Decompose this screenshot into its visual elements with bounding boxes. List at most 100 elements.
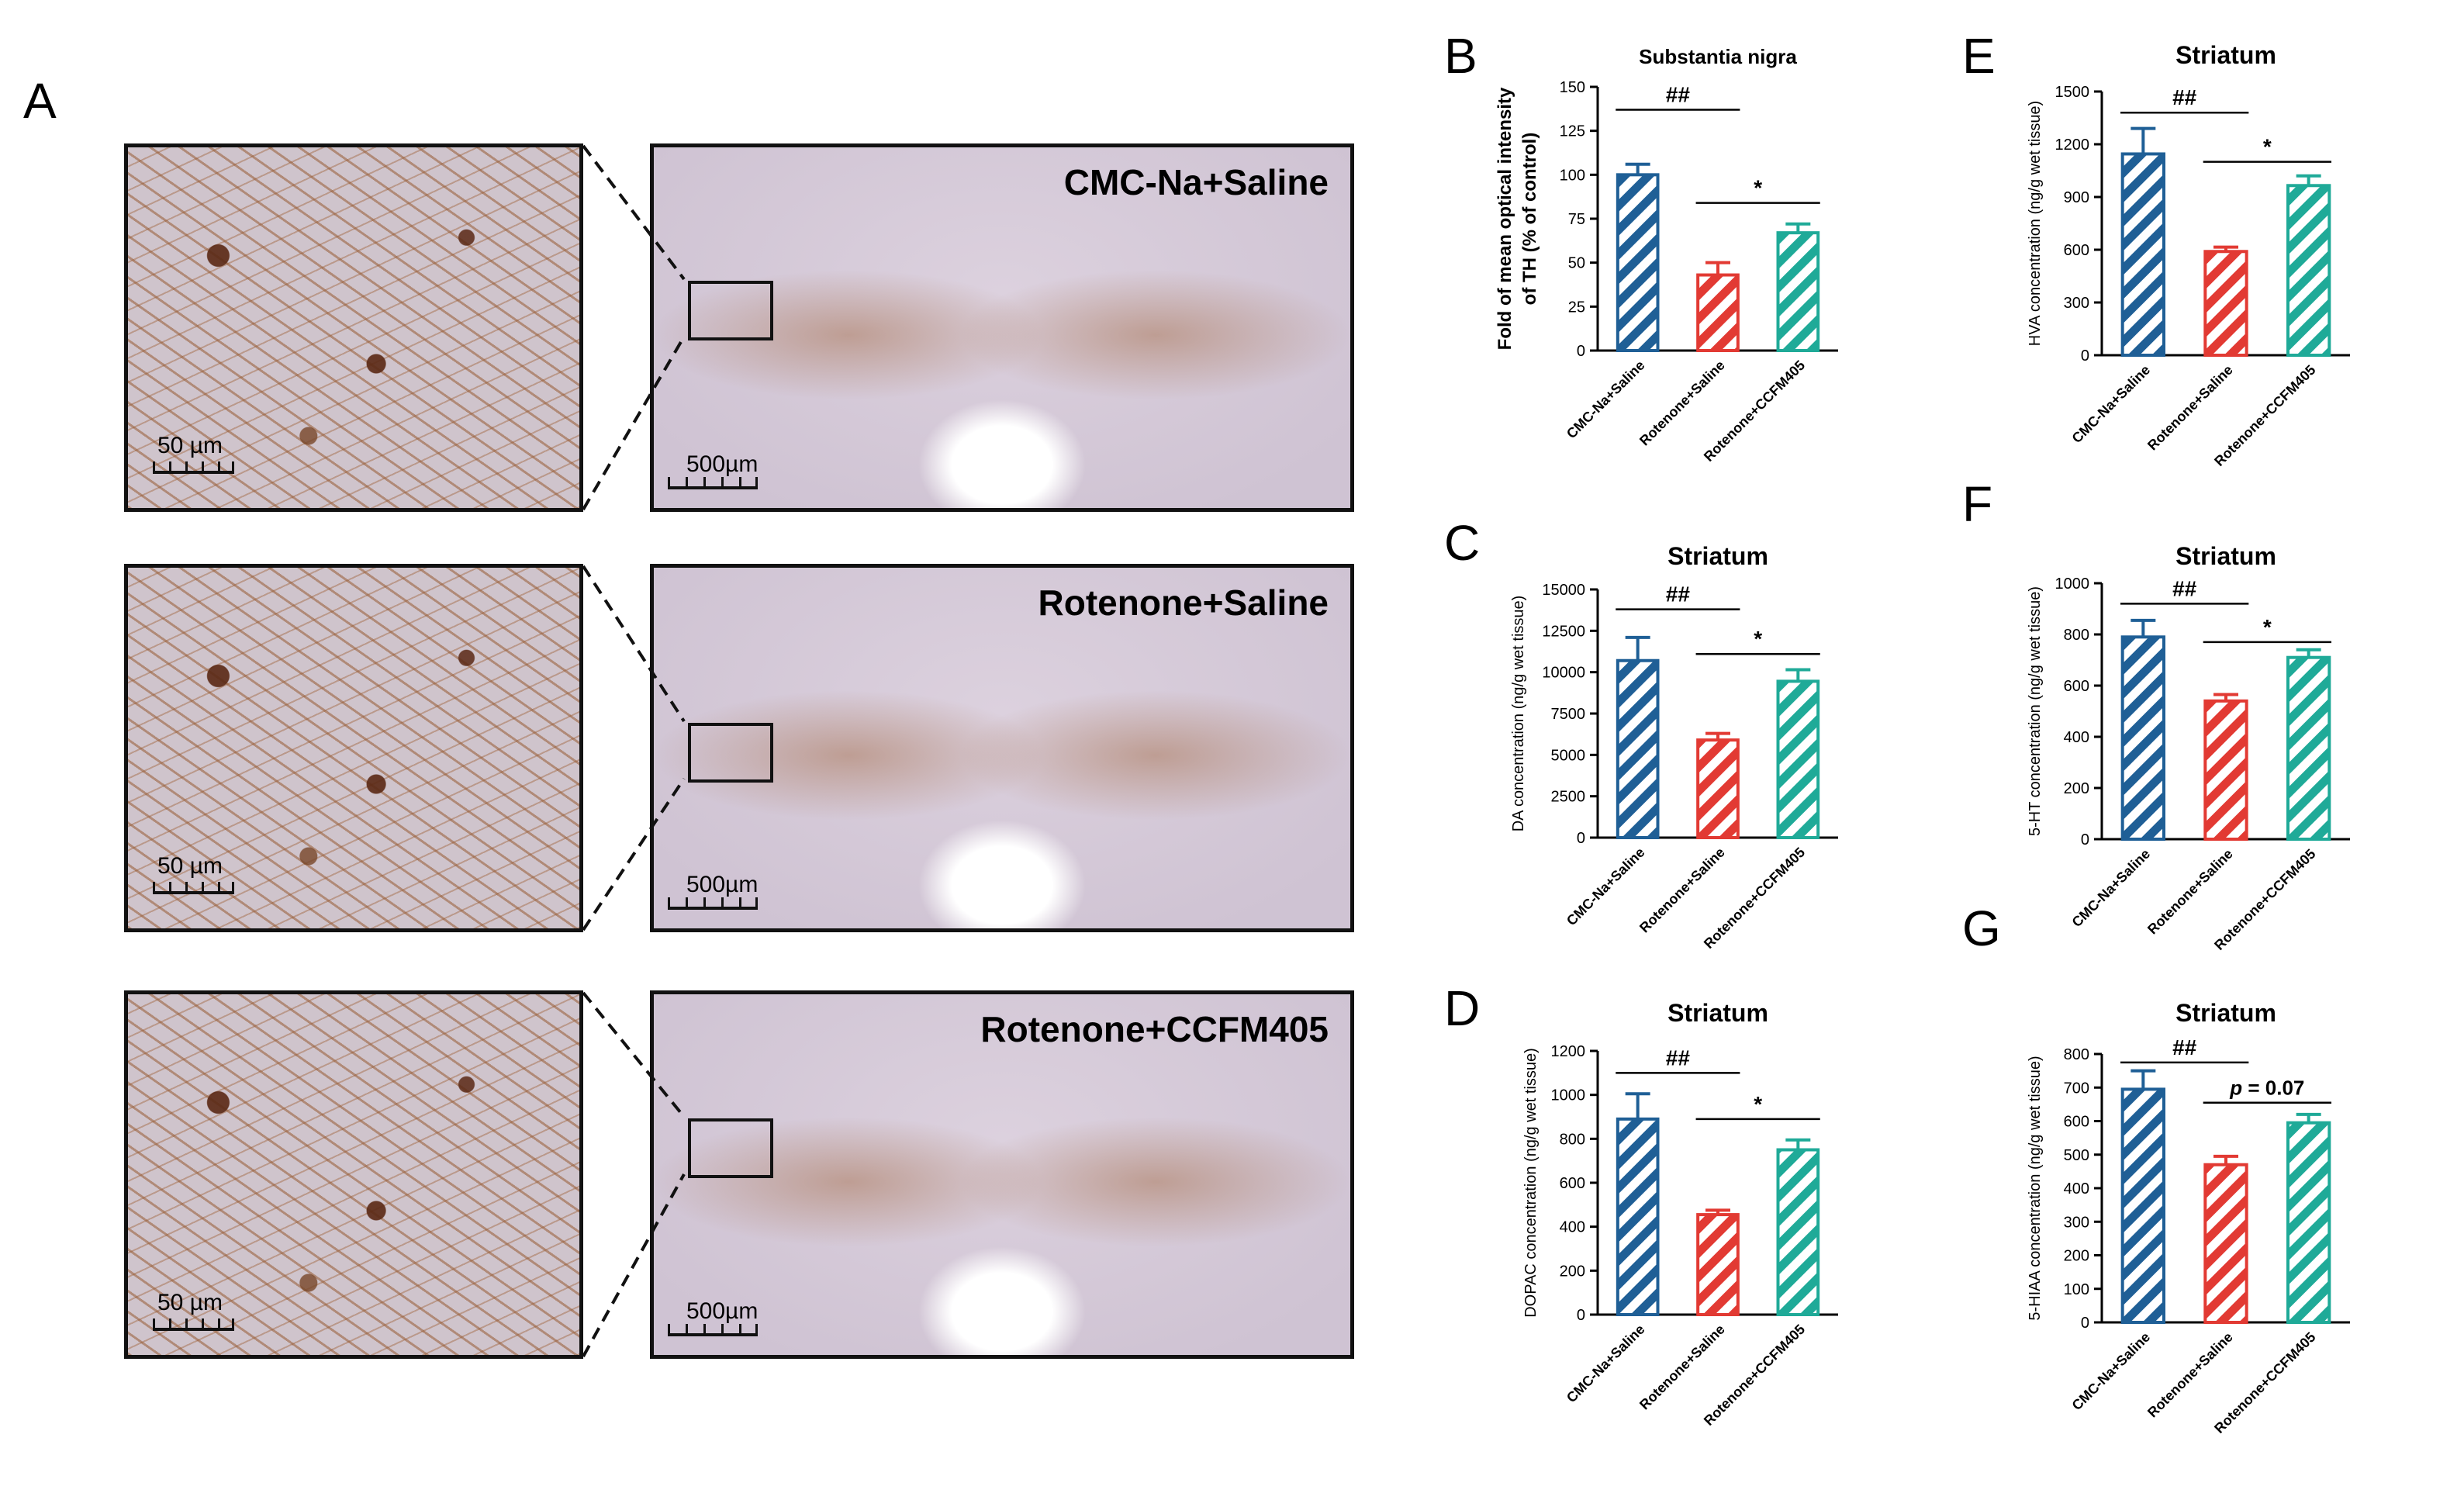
y-tick-label: 800: [1560, 1131, 1585, 1148]
significance-label: ##: [2172, 1035, 2197, 1059]
bar: [1616, 173, 1660, 352]
y-axis-label: 5-HT concentration (ng/g wet tissue): [2027, 586, 2044, 836]
bar: [2286, 184, 2331, 357]
y-tick-label: 0: [1577, 1307, 1585, 1324]
bar: [1776, 1148, 1820, 1316]
y-tick-label: 700: [2064, 1080, 2089, 1097]
inset-scalebar: [153, 882, 234, 894]
inset-scalebar: [153, 1318, 234, 1331]
section-scale-label: 500µm: [686, 872, 759, 897]
panel-letter-c: C: [1444, 515, 1481, 571]
y-axis-label: 5-HIAA concentration (ng/g wet tissue): [2027, 1056, 2044, 1320]
bar: [2286, 655, 2331, 841]
y-tick-label: 600: [2064, 678, 2089, 695]
panel-letter-b: B: [1444, 28, 1477, 84]
inset-scale-label: 50 µm: [157, 1290, 223, 1315]
significance-label: ##: [2172, 85, 2197, 109]
significance-label: ##: [1666, 582, 1691, 607]
y-tick-label: 12500: [1542, 623, 1585, 640]
bar: [2120, 635, 2166, 842]
section-image-rotenone-saline: Rotenone+Saline 500µm: [650, 564, 1354, 932]
y-tick-label: 2500: [1551, 789, 1586, 806]
panel-letter-a: A: [23, 73, 57, 129]
chart-e-hva: Striatum 0 300 600 900 1200 1500 HVA concentrat…: [2027, 41, 2350, 469]
chart-title: Substantia nigra: [1639, 45, 1797, 68]
y-tick-label: 600: [2064, 1114, 2089, 1131]
chart-c-da: Striatum 0 2500 5000 7500 10000 12500 15000 DA c…: [1510, 542, 1838, 952]
x-tick-label: CMC-Na+Saline: [1564, 845, 1648, 929]
bar: [1696, 1213, 1740, 1317]
chart-title: Striatum: [1667, 542, 1768, 570]
section-image-cmc: CMC-Na+Saline 500µm: [650, 143, 1354, 512]
significance-label: *: [2263, 615, 2272, 639]
bar: [2120, 152, 2166, 357]
significance-label: *: [1754, 176, 1762, 200]
group-label-rotenone-saline: Rotenone+Saline: [1038, 582, 1329, 623]
x-tick-label: Rotenone+Saline: [1636, 845, 1728, 936]
y-tick-label: 400: [2064, 729, 2089, 746]
bar: [2203, 250, 2248, 357]
y-axis-label: HVA concentration (ng/g wet tissue): [2027, 101, 2044, 346]
y-tick-label: 500: [2064, 1147, 2089, 1164]
bar: [1696, 738, 1740, 839]
y-tick-label: 1200: [1551, 1043, 1586, 1060]
y-tick-label: 5000: [1551, 747, 1586, 764]
y-tick-label: 200: [2064, 1248, 2089, 1265]
panel-letter-g: G: [1962, 900, 2001, 956]
y-axis-label: DOPAC concentration (ng/g wet tissue): [1522, 1048, 1540, 1318]
group-label-rotenone-ccfm405: Rotenone+CCFM405: [980, 1009, 1329, 1049]
bar: [1616, 1117, 1660, 1316]
zoom-box: [688, 723, 773, 783]
panel-letter-e: E: [1962, 28, 1996, 84]
y-axis-label: Fold of mean optical intensity: [1495, 87, 1515, 350]
y-tick-label: 400: [2064, 1180, 2089, 1198]
bar: [2120, 1087, 2166, 1324]
bar: [1776, 679, 1820, 839]
x-tick-label: Rotenone+Saline: [1636, 358, 1728, 449]
x-tick-label: CMC-Na+Saline: [2069, 846, 2154, 931]
section-image-rotenone-ccfm405: Rotenone+CCFM405 500µm: [650, 990, 1354, 1359]
zoom-box: [688, 1118, 773, 1178]
x-tick-label: CMC-Na+Saline: [2069, 362, 2154, 447]
bar: [1776, 231, 1820, 352]
section-scalebar: [668, 477, 758, 489]
inset-scale-label: 50 µm: [157, 433, 223, 458]
y-tick-label: 300: [2064, 1214, 2089, 1231]
x-tick-label: CMC-Na+Saline: [1564, 358, 1648, 442]
bar: [2203, 699, 2248, 841]
y-tick-label: 200: [1560, 1263, 1585, 1280]
inset-image-rotenone-saline: 50 µm: [124, 564, 583, 932]
panel-letter-d: D: [1444, 980, 1481, 1036]
bar: [2286, 1121, 2331, 1324]
y-tick-label: 200: [2064, 780, 2089, 797]
y-axis-label: of TH (% of control): [1519, 133, 1540, 306]
x-tick-label: Rotenone+Saline: [2144, 846, 2236, 938]
y-tick-label: 50: [1568, 255, 1585, 272]
y-tick-label: 800: [2064, 1046, 2089, 1063]
inset-image-cmc: 50 µm: [124, 143, 583, 512]
y-tick-label: 100: [1560, 167, 1585, 184]
y-tick-label: 1200: [2055, 137, 2090, 154]
y-tick-label: 1000: [1551, 1087, 1586, 1104]
significance-label: *: [1754, 627, 1762, 651]
chart-d-dopac: Striatum 0 200 400 600 800 1000 1200 DOPAC conce…: [1522, 999, 1838, 1429]
y-tick-label: 100: [2064, 1281, 2089, 1298]
y-tick-label: 400: [1560, 1219, 1585, 1236]
section-scalebar: [668, 1324, 758, 1336]
chart-b-substantia-nigra: Substantia nigra 0 25 50 75 100 125 150 Fold of …: [1495, 45, 1838, 465]
y-tick-label: 15000: [1542, 582, 1585, 599]
zoom-box: [688, 281, 773, 340]
section-scale-label: 500µm: [686, 451, 759, 477]
y-tick-label: 1000: [2055, 575, 2090, 593]
y-tick-label: 0: [2081, 1315, 2089, 1332]
chart-title: Striatum: [2175, 41, 2276, 69]
y-tick-label: 800: [2064, 627, 2089, 644]
section-scalebar: [668, 897, 758, 910]
x-tick-label: Rotenone+Saline: [2144, 1329, 2236, 1421]
y-tick-label: 25: [1568, 299, 1585, 316]
y-axis-label: DA concentration (ng/g wet tissue): [1510, 596, 1527, 832]
y-tick-label: 0: [2081, 347, 2089, 365]
group-label-cmc: CMC-Na+Saline: [1063, 162, 1329, 202]
y-tick-label: 600: [2064, 242, 2089, 259]
y-tick-label: 0: [1577, 343, 1585, 360]
